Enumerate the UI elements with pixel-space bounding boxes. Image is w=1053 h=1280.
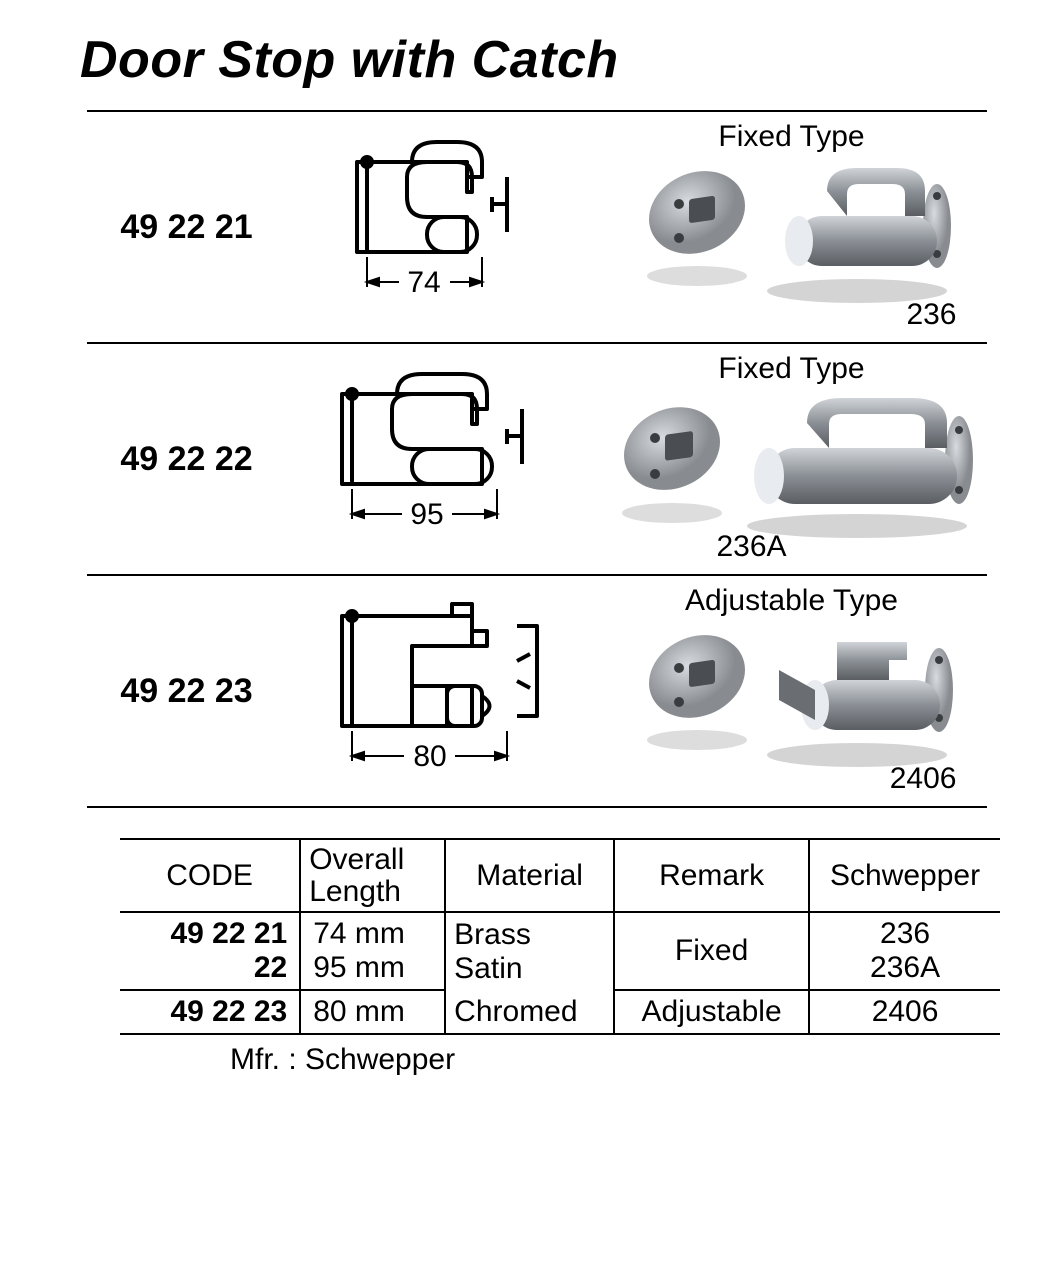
dim-text-3: 80 — [413, 740, 446, 771]
cell-code-1: 49 22 21 22 — [120, 912, 300, 990]
outline-drawing-3: 80 — [312, 586, 572, 776]
drawing-cell-3: 80 — [287, 575, 597, 807]
dim-text-1: 74 — [407, 266, 440, 297]
visual-table: 49 22 21 — [87, 110, 987, 808]
cell-schwepper-1: 236 236A — [809, 912, 1000, 990]
photo-cell-3: Adjustable Type — [597, 575, 987, 807]
product-photo-2 — [607, 388, 977, 543]
cell-remark-2: Adjustable — [614, 990, 809, 1034]
photo-cell-1: Fixed Type — [597, 111, 987, 343]
code-cell-3: 49 22 23 — [87, 575, 287, 807]
col-length: Overall Length — [300, 839, 445, 912]
code-cell-2: 49 22 22 — [87, 343, 287, 575]
part-number-3: 2406 — [890, 762, 957, 796]
type-label-1: Fixed Type — [597, 120, 987, 154]
col-schwepper: Schwepper — [809, 839, 1000, 912]
part-number-2: 236A — [717, 530, 787, 564]
part-number-1: 236 — [906, 298, 956, 332]
col-code: CODE — [120, 839, 300, 912]
outline-drawing-2: 95 — [312, 354, 572, 534]
product-photo-3 — [627, 620, 957, 775]
product-photo-1 — [627, 156, 957, 311]
cell-length-2: 80 mm — [300, 990, 445, 1034]
col-remark: Remark — [614, 839, 809, 912]
spec-table: CODE Overall Length Material Remark Schw… — [120, 838, 1000, 1035]
cell-material-1: Brass Satin — [445, 912, 614, 990]
page-title: Door Stop with Catch — [80, 30, 993, 90]
col-material: Material — [445, 839, 614, 912]
cell-length-1: 74 mm 95 mm — [300, 912, 445, 990]
dim-text-2: 95 — [410, 498, 443, 529]
spec-row-1: 49 22 21 22 74 mm 95 mm Brass Satin Fixe… — [120, 912, 1000, 990]
cell-code-2: 49 22 23 — [120, 990, 300, 1034]
type-label-2: Fixed Type — [597, 352, 987, 386]
code-cell-1: 49 22 21 — [87, 111, 287, 343]
spec-header-row: CODE Overall Length Material Remark Schw… — [120, 839, 1000, 912]
type-label-3: Adjustable Type — [597, 584, 987, 618]
cell-remark-1: Fixed — [614, 912, 809, 990]
outline-drawing-1: 74 — [327, 122, 557, 302]
manufacturer-line: Mfr. : Schwepper — [230, 1043, 993, 1077]
spec-row-2: 49 22 23 80 mm Chromed Adjustable 2406 — [120, 990, 1000, 1034]
photo-cell-2: Fixed Type — [597, 343, 987, 575]
cell-material-2: Chromed — [445, 990, 614, 1034]
drawing-cell-2: 95 — [287, 343, 597, 575]
cell-schwepper-2: 2406 — [809, 990, 1000, 1034]
drawing-cell-1: 74 — [287, 111, 597, 343]
